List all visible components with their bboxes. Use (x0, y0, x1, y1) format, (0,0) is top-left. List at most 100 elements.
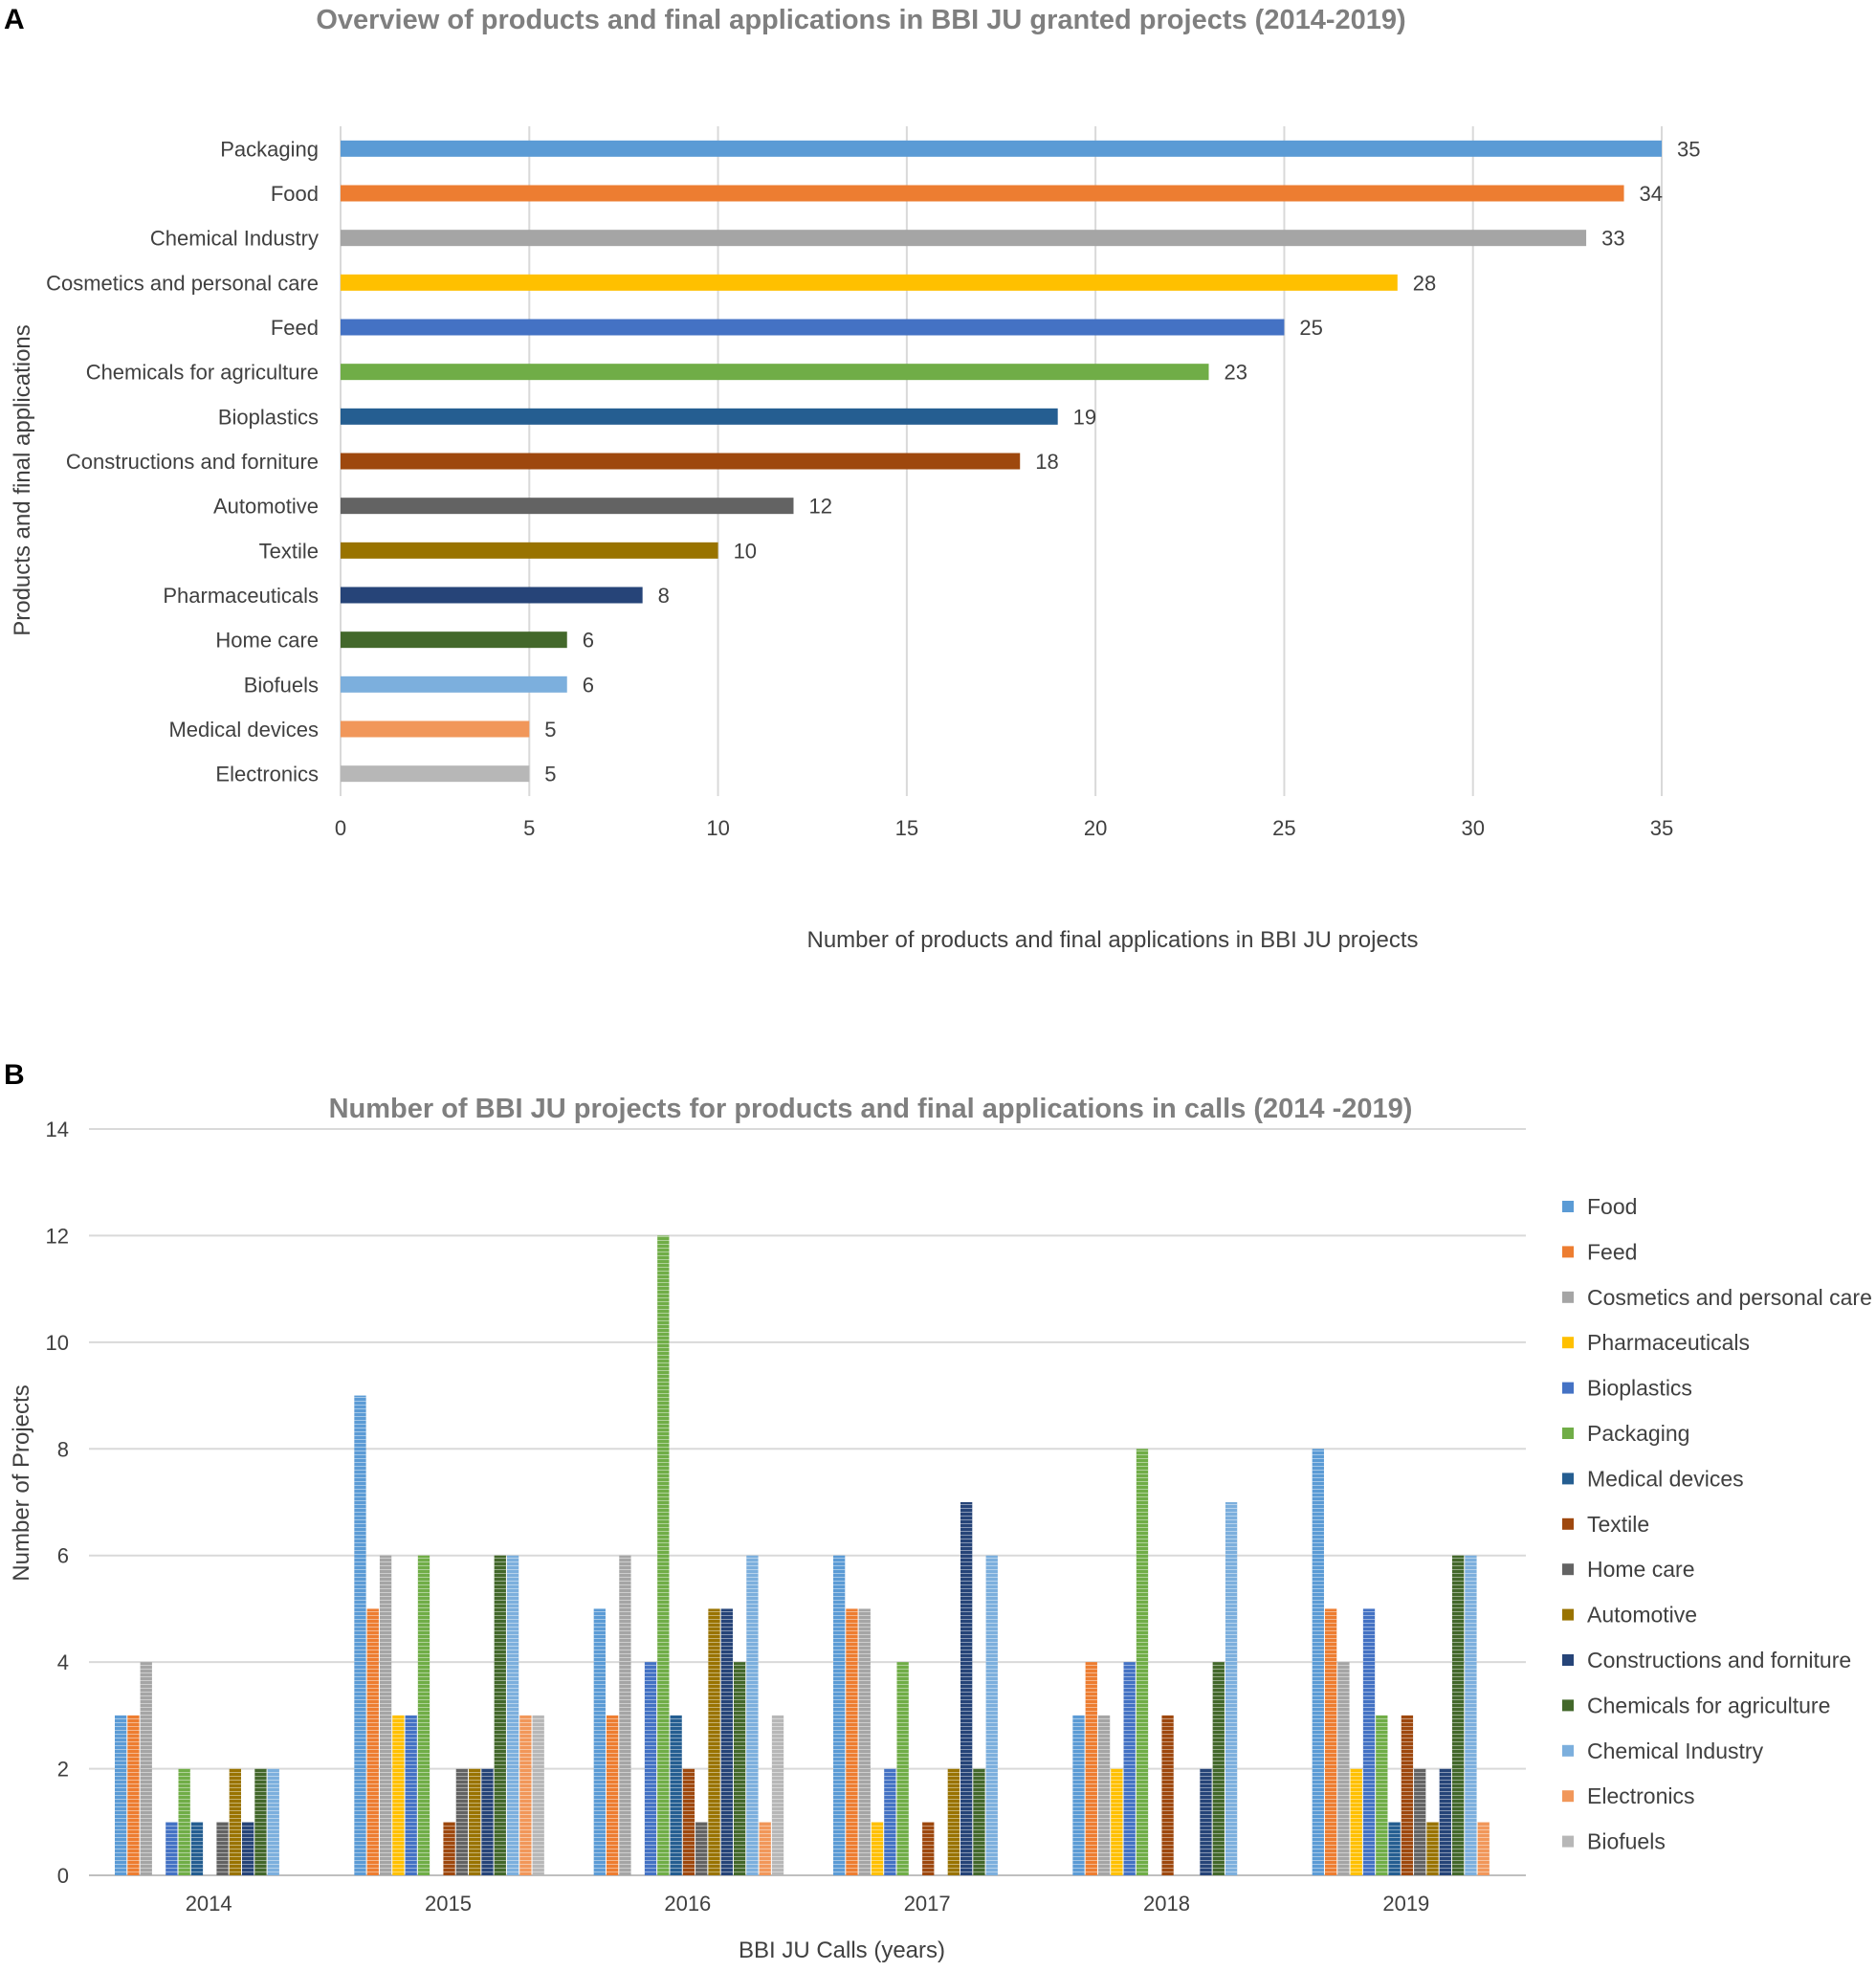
chart-b-legend-label: Feed (1587, 1239, 1637, 1264)
chart-b-bar-hatch (1362, 1608, 1376, 1875)
chart-a-bar (341, 631, 567, 649)
chart-a-category-label: Chemicals for agriculture (86, 361, 319, 385)
chart-b-bar-hatch (1477, 1822, 1490, 1875)
chart-b-legend-swatch (1562, 1744, 1574, 1757)
chart-b-bar-hatch (593, 1608, 606, 1875)
chart-b-legend-swatch (1562, 1473, 1574, 1485)
chart-a-bar (341, 319, 1285, 336)
chart-b-x-tick-label: 2014 (186, 1892, 232, 1916)
chart-a-bar (341, 364, 1209, 381)
chart-a-bar (341, 498, 794, 515)
chart-a-category-label: Cosmetics and personal care (46, 271, 319, 295)
chart-b-bar-hatch (455, 1768, 469, 1875)
chart-b-bar-hatch (720, 1608, 733, 1875)
chart-b-legend-label: Electronics (1587, 1783, 1694, 1808)
chart-a: A Overview of products and final applica… (4, 4, 1700, 953)
chart-b-bar-hatch (190, 1822, 204, 1875)
chart-a-category-label: Constructions and forniture (66, 450, 319, 474)
chart-a-data-label: 23 (1225, 361, 1247, 385)
chart-a-category-label: Packaging (220, 137, 319, 161)
chart-b-bar-hatch (985, 1555, 998, 1875)
chart-b-bar-hatch (481, 1768, 494, 1875)
chart-b-bar-hatch (1136, 1449, 1149, 1875)
chart-b-bar-hatch (379, 1555, 392, 1875)
chart-a-data-label: 12 (808, 495, 831, 519)
chart-b-bar-hatch (532, 1715, 544, 1875)
chart-a-bar (341, 675, 567, 693)
chart-b-bar-hatch (606, 1715, 619, 1875)
chart-a-x-tick-label: 5 (523, 816, 535, 840)
chart-b-bar-hatch (229, 1768, 241, 1875)
chart-b-bar-hatch (405, 1715, 417, 1875)
chart-a-data-label: 6 (583, 673, 594, 697)
chart-a-data-label: 10 (734, 539, 757, 563)
chart-a-category-label: Medical devices (168, 718, 319, 742)
chart-b-bar-hatch (216, 1822, 229, 1875)
chart-a-category-label: Feed (271, 316, 319, 340)
chart-b-bar-hatch (1225, 1502, 1238, 1875)
chart-b-y-tick-label: 6 (57, 1544, 69, 1568)
chart-b-y-tick-label: 8 (57, 1437, 69, 1461)
chart-a-x-tick-label: 20 (1084, 816, 1107, 840)
chart-b-bar-hatch (140, 1662, 152, 1875)
chart-a-data-label: 19 (1073, 405, 1096, 429)
chart-a-x-ticks: 0 5 10 15 20 25 30 35 (335, 816, 1673, 840)
chart-b-bar-hatch (884, 1768, 896, 1875)
chart-b-legend-label: Cosmetics and personal care (1587, 1285, 1872, 1310)
chart-b-bar-hatch (443, 1822, 455, 1875)
chart-b-bar-hatch (1212, 1662, 1225, 1875)
chart-b-bar-hatch (1123, 1662, 1136, 1875)
chart-b-y-axis-title: Number of Projects (9, 1384, 34, 1581)
chart-b-bar-hatch (833, 1555, 846, 1875)
chart-b-bar-hatch (1161, 1715, 1174, 1875)
chart-b-bars (115, 1235, 1490, 1875)
chart-a-y-axis-title: Products and final applications (10, 324, 35, 636)
chart-b-legend-swatch (1562, 1563, 1574, 1576)
chart-b-y-tick-label: 12 (46, 1224, 69, 1248)
chart-b-bar-hatch (242, 1822, 254, 1875)
chart-b-bar-hatch (733, 1662, 746, 1875)
chart-a-category-labels: Packaging Food Chemical Industry Cosmetics … (46, 137, 319, 786)
chart-a-bar (341, 230, 1587, 247)
chart-b-bar-hatch (619, 1555, 631, 1875)
chart-b-bar-hatch (417, 1555, 430, 1875)
chart-b-x-tick-label: 2016 (664, 1892, 711, 1916)
chart-b-y-tick-label: 10 (46, 1331, 69, 1355)
chart-b-bar-hatch (469, 1768, 481, 1875)
chart-b-bar-hatch (506, 1555, 519, 1875)
chart-b-x-axis-title: BBI JU Calls (years) (739, 1938, 945, 1963)
chart-b-y-tick-label: 2 (57, 1758, 69, 1782)
chart-b-legend-swatch (1562, 1382, 1574, 1394)
chart-a-bars (341, 140, 1662, 783)
chart-b-bar-hatch (354, 1395, 366, 1875)
chart-b-bar-hatch (1097, 1715, 1111, 1875)
chart-a-x-tick-label: 25 (1272, 816, 1295, 840)
chart-a-x-tick-label: 10 (706, 816, 729, 840)
chart-b-legend-swatch (1562, 1246, 1574, 1258)
chart-b-legend-label: Biofuels (1587, 1829, 1666, 1854)
chart-b-bar-hatch (1085, 1662, 1097, 1875)
chart-b-bar-hatch (115, 1715, 127, 1875)
chart-b-bar-hatch (1401, 1715, 1414, 1875)
chart-a-x-axis-title: Number of products and final application… (807, 927, 1419, 953)
chart-a-data-label: 8 (658, 584, 670, 608)
chart-a-bar (341, 453, 1021, 470)
chart-a-data-label: 5 (544, 763, 556, 786)
chart-b-legend-swatch (1562, 1699, 1574, 1712)
chart-b-legend-swatch (1562, 1790, 1574, 1803)
chart-b-bar-hatch (494, 1555, 506, 1875)
chart-b-bar-hatch (392, 1715, 405, 1875)
chart-b-legend-label: Chemical Industry (1587, 1738, 1764, 1763)
chart-a-category-label: Pharmaceuticals (163, 584, 319, 608)
chart-b-legend-label: Packaging (1587, 1421, 1689, 1446)
chart-b: B Number of BBI JU projects for products… (4, 1059, 1872, 1963)
chart-a-data-label: 28 (1413, 271, 1436, 295)
chart-b-bar-hatch (657, 1235, 670, 1875)
chart-b-bar-hatch (1312, 1449, 1324, 1875)
chart-b-bar-hatch (1465, 1555, 1477, 1875)
chart-b-bar-hatch (670, 1715, 682, 1875)
chart-a-data-labels: 35 34 33 28 25 23 19 18 12 10 8 6 6 5 5 (544, 137, 1700, 786)
chart-b-legend: Food Feed Cosmetics and personal care Pharm… (1562, 1194, 1872, 1854)
chart-a-data-label: 6 (583, 629, 594, 653)
chart-b-legend-swatch (1562, 1517, 1574, 1530)
